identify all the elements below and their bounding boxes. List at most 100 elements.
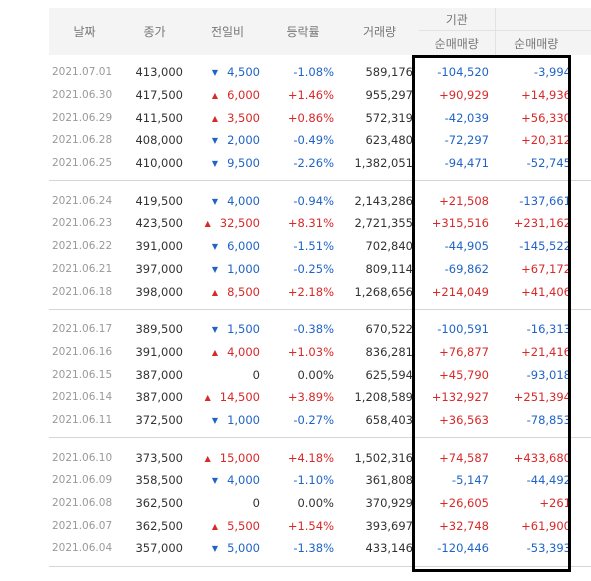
cell-date: 2021.06.30 — [49, 84, 120, 107]
cell-institution-net: -5,147 — [419, 469, 495, 492]
cell-rate: +1.54% — [266, 514, 340, 537]
cell-institution-net: -69,862 — [419, 258, 495, 281]
triangle-down-icon: ▼ — [211, 242, 219, 252]
cell-change-value: 4,000 — [227, 193, 260, 208]
cell-institution-net-value: +214,049 — [431, 284, 489, 299]
cell-rate-value: +1.46% — [287, 88, 334, 103]
triangle-up-icon: ▲ — [204, 393, 211, 403]
cell-institution-net: +21,508 — [419, 181, 495, 212]
cell-foreign-net: -53,393 — [495, 537, 577, 566]
cell-date-value: 2021.06.18 — [52, 285, 113, 298]
cell-change: ▲ 14,500 — [189, 386, 266, 409]
cell-institution-net: -94,471 — [419, 152, 495, 181]
cell-volume: 572,319 — [340, 106, 419, 129]
cell-close-value: 389,500 — [135, 322, 183, 337]
cell-institution-net: +74,587 — [419, 438, 495, 469]
col-header-volume: 거래량 — [340, 8, 419, 55]
triangle-up-icon: ▲ — [211, 347, 219, 357]
cell-institution-net-value: +32,748 — [439, 518, 489, 533]
cell-volume: 2,721,355 — [340, 212, 419, 235]
cell-change: ▼ 4,000 — [189, 181, 266, 212]
cell-rate: +1.46% — [266, 84, 340, 107]
cell-date-value: 2021.06.24 — [52, 194, 113, 207]
cell-close: 357,000 — [120, 537, 189, 566]
cell-foreign-net-value: +20,312 — [521, 133, 571, 148]
cell-volume-value: 1,268,656 — [354, 284, 413, 299]
cell-change: ▼ 1,000 — [189, 409, 266, 438]
cell-change-value: 0 — [252, 496, 260, 511]
cell-close-value: 417,500 — [135, 88, 183, 103]
col-header-overflow — [577, 30, 591, 55]
cell-date: 2021.06.15 — [49, 363, 120, 386]
cell-close-value: 411,500 — [135, 110, 183, 125]
cell-overflow — [577, 309, 591, 340]
cell-change: ▼ 9,500 — [189, 152, 266, 181]
triangle-down-icon: ▼ — [211, 325, 219, 335]
triangle-down-icon: ▼ — [211, 415, 219, 425]
triangle-down-icon: ▼ — [211, 159, 219, 169]
cell-close: 411,500 — [120, 106, 189, 129]
cell-date: 2021.06.23 — [49, 212, 120, 235]
cell-close: 391,000 — [120, 341, 189, 364]
cell-institution-net-value: +36,563 — [439, 412, 489, 427]
table-row: 2021.06.18 398,000 ▲ 8,500 +2.18% 1,268,656 +2… — [49, 280, 591, 309]
cell-close: 413,000 — [120, 55, 189, 84]
cell-close: 387,000 — [120, 386, 189, 409]
cell-volume-value: 2,721,355 — [354, 216, 413, 231]
cell-change: ▼ 2,000 — [189, 129, 266, 152]
cell-overflow — [577, 55, 591, 84]
table-row: 2021.06.10 373,500 ▲ 15,000 +4.18% 1,502,316 +… — [49, 438, 591, 469]
cell-foreign-net-value: -16,313 — [526, 322, 571, 337]
cell-change: ▼ 4,500 — [189, 55, 266, 84]
cell-overflow — [577, 152, 591, 181]
triangle-down-icon: ▼ — [211, 476, 219, 486]
cell-date-value: 2021.06.09 — [52, 474, 113, 487]
table-row: 2021.06.07 362,500 ▲ 5,500 +1.54% 393,697 +32,… — [49, 514, 591, 537]
cell-overflow — [577, 341, 591, 364]
triangle-up-icon: ▲ — [204, 219, 211, 229]
table-row: 2021.06.29 411,500 ▲ 3,500 +0.86% 572,319 -42,… — [49, 106, 591, 129]
cell-rate-value: +4.18% — [287, 450, 334, 465]
cell-change-value: 4,500 — [227, 65, 260, 80]
cell-volume: 589,176 — [340, 55, 419, 84]
cell-date: 2021.06.10 — [49, 438, 120, 469]
col-header-foreign-net: 순매매량 — [494, 30, 577, 55]
triangle-down-icon: ▼ — [211, 68, 219, 78]
table-row: 2021.06.23 423,500 ▲ 32,500 +8.31% 2,721,355 +… — [49, 212, 591, 235]
cell-rate: +4.18% — [266, 438, 340, 469]
cell-volume: 836,281 — [340, 341, 419, 364]
cell-institution-net: +90,929 — [419, 84, 495, 107]
row-group: 2021.06.24 419,500 ▼ 4,000 -0.94% 2,143,286 +2… — [49, 181, 591, 310]
cell-overflow — [577, 84, 591, 107]
cell-foreign-net: -52,745 — [495, 152, 577, 181]
cell-institution-net: +315,516 — [419, 212, 495, 235]
cell-close: 398,000 — [120, 280, 189, 309]
cell-volume-value: 1,208,589 — [354, 390, 413, 405]
cell-foreign-net: +231,162 — [495, 212, 577, 235]
cell-rate: +0.86% — [266, 106, 340, 129]
row-group: 2021.07.01 413,000 ▼ 4,500 -1.08% 589,176 -104… — [49, 55, 591, 181]
cell-close-value: 357,000 — [135, 541, 183, 556]
table-row: 2021.06.21 397,000 ▼ 1,000 -0.25% 809,114 -69,… — [49, 258, 591, 281]
table-row: 2021.06.16 391,000 ▲ 4,000 +1.03% 836,281 +76,… — [49, 341, 591, 364]
cell-institution-net-value: -44,905 — [444, 239, 489, 254]
cell-date: 2021.06.28 — [49, 129, 120, 152]
cell-close-value: 362,500 — [135, 518, 183, 533]
cell-rate-value: -1.08% — [293, 65, 334, 80]
cell-foreign-net: +61,900 — [495, 514, 577, 537]
cell-rate-value: -1.10% — [293, 473, 334, 488]
cell-close-value: 387,000 — [135, 390, 183, 405]
cell-volume-value: 625,594 — [365, 367, 413, 382]
cell-date-value: 2021.06.08 — [52, 497, 113, 510]
cell-rate: -0.25% — [266, 258, 340, 281]
col-header-close: 종가 — [120, 8, 189, 55]
cell-close-value: 397,000 — [135, 261, 183, 276]
cell-date: 2021.06.09 — [49, 469, 120, 492]
cell-foreign-net: +56,330 — [495, 106, 577, 129]
cell-foreign-net-value: +433,680 — [513, 450, 571, 465]
cell-rate-value: +8.31% — [287, 216, 334, 231]
cell-date-value: 2021.06.23 — [52, 217, 113, 230]
cell-rate-value: +2.18% — [287, 284, 334, 299]
cell-foreign-net: +261 — [495, 492, 577, 515]
cell-overflow — [577, 181, 591, 212]
